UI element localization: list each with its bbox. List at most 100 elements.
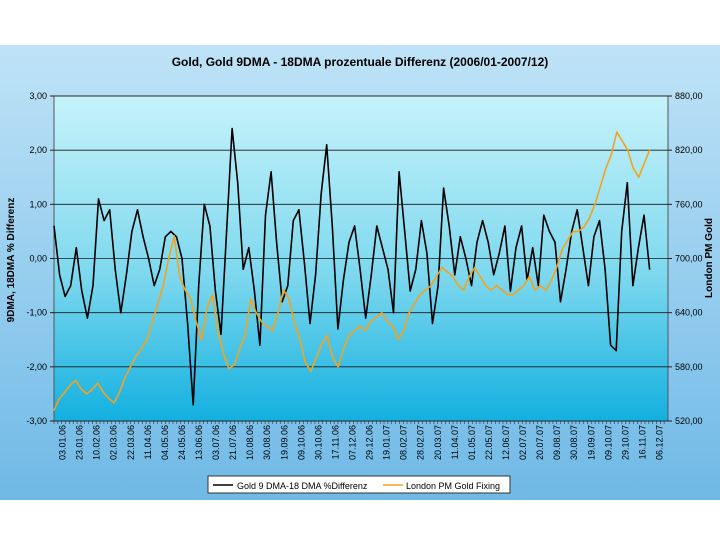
data-point-gold-diff: [465, 257, 467, 260]
data-point-gold-fixing: [370, 321, 372, 323]
data-point-gold-fixing: [135, 355, 137, 357]
data-point-gold-diff: [237, 182, 239, 184]
data-point-gold-fixing: [408, 312, 410, 314]
x-tick-label: 08.02.07: [399, 425, 409, 460]
data-point-gold-diff: [287, 285, 289, 287]
data-point-gold-fixing: [288, 298, 290, 300]
data-point-gold-fixing: [506, 294, 509, 296]
data-point-gold-fixing: [457, 285, 459, 287]
data-point-gold-fixing: [272, 330, 274, 332]
data-point-gold-diff: [97, 198, 100, 200]
data-point-gold-fixing: [140, 348, 142, 350]
data-point-gold-diff: [187, 322, 189, 325]
data-point-gold-fixing: [414, 303, 416, 305]
data-point-gold-diff: [470, 285, 473, 287]
data-point-gold-fixing: [97, 382, 99, 384]
data-point-gold-fixing: [277, 312, 279, 314]
data-point-gold-fixing: [599, 185, 602, 187]
data-point-gold-fixing: [632, 167, 634, 169]
data-point-gold-diff: [537, 285, 539, 287]
data-point-gold-diff: [75, 247, 77, 249]
x-tick-label: 30.10.06: [313, 425, 323, 460]
x-tick-label: 09.10.06: [296, 425, 306, 460]
data-point-gold-diff: [64, 295, 66, 297]
data-point-gold-diff: [153, 285, 155, 287]
data-point-gold-fixing: [321, 343, 323, 345]
data-point-gold-fixing: [616, 131, 618, 133]
x-tick-label: 01.05.07: [467, 425, 477, 460]
data-point-gold-diff: [381, 247, 383, 249]
data-point-gold-fixing: [381, 312, 383, 314]
data-point-gold-fixing: [222, 352, 224, 354]
x-tick-label: 22.03.06: [126, 425, 136, 460]
data-point-gold-fixing: [129, 366, 132, 368]
data-point-gold-fixing: [446, 271, 448, 273]
data-point-gold-fixing: [534, 289, 536, 291]
data-point-gold-diff: [103, 220, 105, 222]
x-tick-label: 11.04.07: [450, 425, 460, 459]
x-tick-label: 23.01.06: [75, 425, 85, 460]
data-point-gold-fixing: [184, 289, 186, 291]
data-point-gold-fixing: [282, 289, 285, 291]
data-point-gold-diff: [192, 404, 194, 406]
x-tick-label: 13.06.06: [194, 425, 204, 460]
data-point-gold-fixing: [474, 266, 476, 269]
data-point-gold-fixing: [310, 370, 312, 372]
data-point-gold-fixing: [337, 366, 339, 368]
data-point-gold-fixing: [239, 348, 241, 350]
data-point-gold-diff: [643, 214, 645, 216]
data-point-gold-diff: [415, 268, 417, 270]
data-point-gold-diff: [565, 268, 567, 270]
y-tick-label-right: 700,00: [675, 254, 703, 264]
data-point-gold-diff: [253, 290, 255, 292]
data-point-gold-fixing: [299, 339, 301, 341]
data-point-gold-diff: [559, 301, 562, 303]
data-point-gold-fixing: [173, 235, 175, 237]
y-tick-label-left: 1,00: [29, 199, 47, 209]
data-point-gold-diff: [70, 285, 72, 287]
data-point-gold-fixing: [425, 289, 427, 291]
data-point-gold-fixing: [550, 280, 552, 282]
data-point-gold-diff: [459, 236, 461, 238]
data-point-gold-diff: [404, 230, 406, 232]
data-point-gold-diff: [554, 241, 556, 243]
data-point-gold-fixing: [200, 339, 203, 341]
data-point-gold-fixing: [102, 391, 104, 393]
data-point-gold-diff: [604, 268, 606, 270]
data-point-gold-fixing: [375, 316, 377, 318]
data-point-gold-diff: [615, 350, 617, 352]
data-point-gold-diff: [521, 225, 523, 227]
data-point-gold-fixing: [228, 368, 230, 370]
data-point-gold-fixing: [261, 321, 263, 323]
x-axis-ticks: 03.01.06 23.01.06 10.02.06 02.03.06 22.03.06…: [53, 421, 664, 460]
data-point-gold-fixing: [250, 298, 252, 300]
y-axis-label-right: London PM Gold: [704, 218, 715, 298]
data-point-gold-diff: [359, 268, 361, 270]
data-point-gold-diff: [53, 225, 55, 227]
data-point-gold-diff: [392, 312, 395, 314]
right-axis-ticks: 880,00 820,00 760,00 700,00 640,00 580,00 520,…: [668, 91, 703, 426]
data-point-gold-fixing: [577, 230, 580, 232]
data-point-gold-diff: [543, 214, 545, 216]
data-point-gold-fixing: [441, 266, 443, 269]
data-point-gold-diff: [582, 247, 584, 249]
left-axis-ticks: 3,00 2,00 1,00 0,00 -1,00 -2,00 -3,00: [26, 91, 54, 426]
data-point-gold-diff: [226, 230, 228, 232]
x-tick-label: 02.03.06: [109, 425, 119, 460]
data-point-gold-fixing: [151, 321, 153, 323]
data-point-gold-diff: [649, 268, 651, 270]
data-point-gold-fixing: [583, 226, 585, 228]
data-point-gold-diff: [370, 274, 372, 276]
x-tick-label: 07.12.06: [347, 425, 357, 460]
data-point-gold-fixing: [58, 397, 61, 399]
data-point-gold-diff: [387, 268, 389, 270]
data-point-gold-diff: [342, 279, 344, 281]
data-point-gold-diff: [409, 290, 411, 292]
data-point-gold-diff: [203, 203, 205, 205]
data-point-gold-fixing: [512, 294, 514, 296]
data-point-gold-fixing: [572, 230, 574, 232]
data-point-gold-diff: [443, 187, 445, 189]
data-point-gold-fixing: [567, 239, 569, 241]
y-tick-label-left: 0,00: [29, 254, 47, 264]
